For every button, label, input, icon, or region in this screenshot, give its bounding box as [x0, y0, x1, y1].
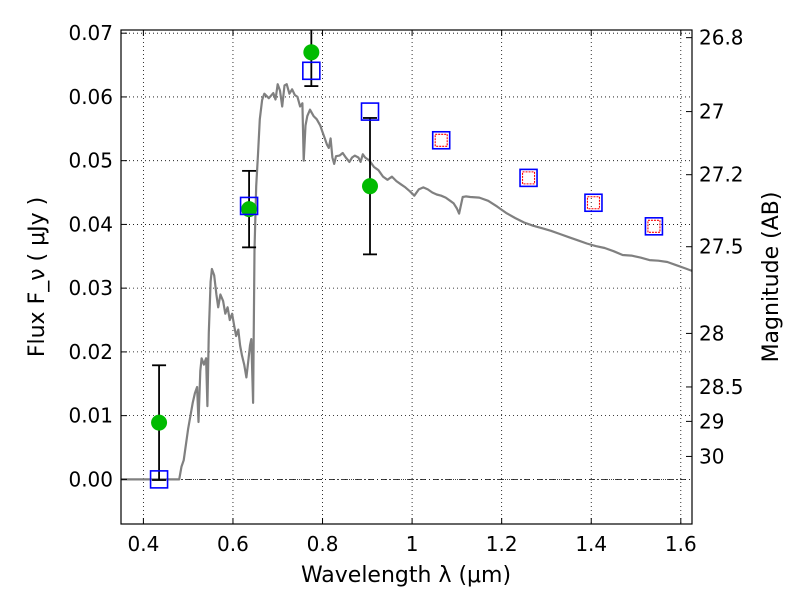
y-tick-label: 0.04	[68, 212, 113, 236]
y2-tick-label: 30	[699, 444, 724, 468]
x-tick-label: 1.2	[486, 532, 518, 556]
model-photometry-point	[360, 102, 380, 121]
model-photometry-point	[302, 61, 321, 81]
y-tick-label: 0.06	[68, 85, 113, 109]
observed-point	[151, 414, 168, 431]
y-axis-ticks: 0.00 0.01 0.02 0.03 0.04 0.05 0.06 0.07	[68, 21, 127, 491]
model-photometry-point	[149, 470, 169, 489]
upper-limit-markers-layer	[434, 133, 661, 233]
observed-point	[241, 201, 258, 218]
x-tick-label: 0.8	[307, 532, 339, 556]
upper-limit-marker	[647, 219, 661, 233]
y2-axis-label: Magnitude (AB)	[759, 192, 784, 363]
x-axis-label: Wavelength λ (μm)	[301, 563, 511, 588]
plot-area	[121, 30, 692, 524]
x-tick-label: 0.4	[127, 532, 159, 556]
y-tick-label: 0.01	[68, 404, 113, 428]
observed-points-layer	[151, 44, 379, 431]
y2-axis-ticks: 26.8 27 27.2 27.5 28 28.5 29 30	[686, 26, 744, 468]
model-photometry-layer	[149, 61, 664, 489]
upper-limit-marker	[521, 171, 536, 185]
y2-tick-label: 27	[699, 100, 724, 124]
y2-tick-label: 28	[699, 321, 724, 345]
x-tick-label: 1.6	[665, 532, 697, 556]
model-sed-layer	[121, 83, 692, 481]
y-tick-label: 0.05	[68, 149, 113, 173]
model-photometry-point	[239, 196, 259, 216]
x-tick-label: 1	[406, 532, 419, 556]
y2-tick-label: 28.5	[699, 375, 744, 399]
model-photometry-point	[644, 217, 664, 236]
y2-tick-label: 29	[699, 409, 724, 433]
upper-limit-marker	[586, 196, 601, 210]
y-axis-label: Flux F_ν ( μJy )	[25, 197, 50, 357]
y2-tick-label: 26.8	[699, 26, 744, 50]
observed-point	[362, 178, 379, 195]
upper-limit-marker	[434, 133, 448, 147]
model-sed-curve	[121, 83, 692, 481]
y2-tick-label: 27.5	[699, 235, 744, 259]
x-tick-label: 0.6	[217, 532, 249, 556]
model-photometry-point	[431, 130, 451, 150]
plot-frame	[120, 29, 693, 525]
observed-point	[303, 44, 320, 61]
y-tick-label: 0.02	[68, 340, 113, 364]
y-tick-label: 0.03	[68, 276, 113, 300]
x-tick-label: 1.4	[575, 532, 607, 556]
model-photometry-point	[584, 193, 603, 213]
y-tick-label: 0.00	[68, 467, 113, 491]
y-tick-label: 0.07	[68, 21, 113, 45]
model-photometry-point	[519, 168, 538, 188]
x-axis-ticks: 0.4 0.6 0.8 1 1.2 1.4 1.6	[127, 30, 697, 556]
y2-tick-label: 27.2	[699, 163, 744, 187]
